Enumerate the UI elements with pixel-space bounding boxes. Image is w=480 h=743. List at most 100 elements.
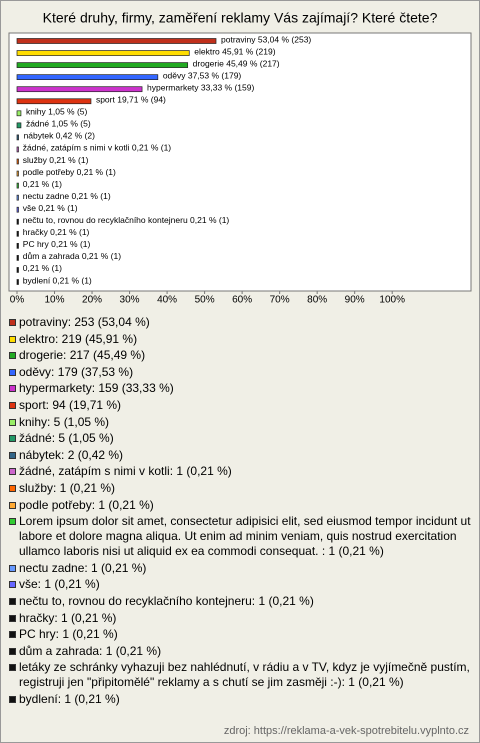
- legend: potraviny: 253 (53,04 %) elektro: 219 (45…: [9, 315, 471, 708]
- bar-label: 0,21 % (1): [23, 263, 62, 273]
- legend-label: podle potřeby: 1 (0,21 %): [19, 497, 154, 512]
- x-tick-label: 0%: [10, 295, 25, 306]
- legend-swatch: [9, 401, 16, 409]
- legend-label: hypermarkety: 159 (33,33 %): [19, 381, 174, 396]
- legend-item: hračky: 1 (0,21 %): [9, 611, 471, 626]
- legend-label: dům a zahrada: 1 (0,21 %): [19, 643, 162, 658]
- legend-swatch: [9, 564, 16, 572]
- chart: Které druhy, firmy, zaměření reklamy Vás…: [8, 10, 472, 306]
- bar-label: dům a zahrada 0,21 % (1): [23, 251, 121, 261]
- legend-item: žádné, zatápím s nimi v kotli: 1 (0,21 %…: [9, 464, 471, 479]
- legend-item: podle potřeby: 1 (0,21 %): [9, 498, 471, 513]
- legend-item: letáky ze schránky vyhazuji bez nahlédnu…: [9, 660, 471, 690]
- legend-swatch: [9, 352, 16, 360]
- legend-label: nečtu to, rovnou do recyklačního kontejn…: [19, 593, 314, 608]
- legend-label: sport: 94 (19,71 %): [19, 397, 122, 412]
- x-tick-label: 100%: [379, 295, 405, 306]
- legend-item: drogerie: 217 (45,49 %): [9, 348, 471, 363]
- bar: [16, 74, 159, 81]
- x-tick-label: 90%: [345, 295, 365, 306]
- chart-title: Které druhy, firmy, zaměření reklamy Vás…: [43, 10, 438, 26]
- legend-swatch: [9, 647, 16, 655]
- bar-label: nábytek 0,42 % (2): [24, 131, 96, 141]
- x-tick-label: 70%: [270, 295, 290, 306]
- bar-label: bydlení 0,21 % (1): [23, 275, 92, 285]
- bar: [16, 134, 19, 141]
- x-tick-label: 30%: [120, 295, 140, 306]
- bar: [16, 170, 19, 177]
- legend-label: elektro: 219 (45,91 %): [19, 331, 138, 346]
- legend-swatch: [9, 335, 16, 343]
- legend-swatch: [9, 664, 16, 672]
- bar: [16, 110, 22, 117]
- bar: [16, 86, 143, 93]
- bar-label: nectu zadne 0,21 % (1): [23, 191, 111, 201]
- bar-label: elektro 45,91 % (219): [194, 46, 275, 56]
- bar: [16, 98, 92, 105]
- legend-label: vše: 1 (0,21 %): [19, 577, 100, 592]
- bar-label: sport 19,71 % (94): [96, 95, 166, 105]
- legend-label: PC hry: 1 (0,21 %): [19, 627, 118, 642]
- legend-label: oděvy: 179 (37,53 %): [19, 364, 134, 379]
- legend-label: knihy: 5 (1,05 %): [19, 414, 110, 429]
- bar-label: služby 0,21 % (1): [23, 155, 89, 165]
- legend-swatch: [9, 518, 16, 526]
- legend-item: oděvy: 179 (37,53 %): [9, 365, 471, 380]
- legend-item: knihy: 5 (1,05 %): [9, 415, 471, 430]
- legend-label: bydlení: 1 (0,21 %): [19, 691, 120, 706]
- legend-item: služby: 1 (0,21 %): [9, 481, 471, 496]
- bar-label: PC hry 0,21 % (1): [23, 239, 91, 249]
- bar: [16, 230, 19, 237]
- legend-swatch: [9, 451, 16, 459]
- bar: [16, 146, 19, 153]
- legend-swatch: [9, 597, 16, 605]
- legend-label: žádné, zatápím s nimi v kotli: 1 (0,21 %…: [19, 464, 232, 479]
- bar-label: potraviny 53,04 % (253): [221, 34, 311, 44]
- legend-swatch: [9, 614, 16, 622]
- legend-item: PC hry: 1 (0,21 %): [9, 627, 471, 642]
- legend-swatch: [9, 319, 16, 326]
- legend-label: služby: 1 (0,21 %): [19, 480, 116, 495]
- bar-label: 0,21 % (1): [23, 179, 62, 189]
- legend-label: letáky ze schránky vyhazuji bez nahlédnu…: [19, 660, 470, 690]
- legend-item: nectu zadne: 1 (0,21 %): [9, 561, 471, 576]
- x-tick-label: 20%: [82, 295, 102, 306]
- bar: [16, 182, 19, 189]
- bar: [16, 206, 19, 213]
- bar: [16, 122, 22, 129]
- bar: [16, 62, 189, 68]
- legend-item: potraviny: 253 (53,04 %): [9, 315, 471, 330]
- legend-item: vše: 1 (0,21 %): [9, 577, 471, 592]
- bar-label: drogerie 45,49 % (217): [193, 58, 280, 68]
- legend-label: Lorem ipsum dolor sit amet, consectetur …: [19, 514, 471, 559]
- legend-label: potraviny: 253 (53,04 %): [19, 315, 150, 329]
- legend-swatch: [9, 368, 16, 376]
- legend-swatch: [9, 501, 16, 509]
- bar-label: žádné 1,05 % (5): [26, 119, 91, 129]
- bar-label: nečtu to, rovnou do recyklačního kontejn…: [23, 215, 230, 225]
- bar: [16, 38, 217, 44]
- legend-label: drogerie: 217 (45,49 %): [19, 348, 146, 363]
- bar: [16, 194, 19, 201]
- x-tick-label: 80%: [307, 295, 327, 306]
- legend-swatch: [9, 418, 16, 426]
- bar-label: hračky 0,21 % (1): [23, 227, 90, 237]
- bar: [16, 158, 19, 165]
- legend-item: nábytek: 2 (0,42 %): [9, 448, 471, 463]
- legend-item: bydlení: 1 (0,21 %): [9, 692, 471, 707]
- legend-item: dům a zahrada: 1 (0,21 %): [9, 644, 471, 659]
- bar-label: podle potřeby 0,21 % (1): [23, 167, 116, 177]
- source: zdroj: https://reklama-a-vek-spotrebitel…: [223, 725, 469, 737]
- bar-label: hypermarkety 33,33 % (159): [147, 82, 254, 92]
- x-tick-label: 40%: [157, 295, 177, 306]
- x-tick-label: 50%: [195, 295, 215, 306]
- legend-swatch: [9, 435, 16, 443]
- x-tick-label: 60%: [232, 295, 252, 306]
- bar: [16, 50, 190, 56]
- legend-label: hračky: 1 (0,21 %): [19, 610, 117, 625]
- bar-label: žádné, zatápím s nimi v kotli 0,21 % (1): [23, 143, 172, 153]
- legend-label: nábytek: 2 (0,42 %): [19, 447, 124, 462]
- legend-swatch: [9, 484, 16, 492]
- legend-item: žádné: 5 (1,05 %): [9, 431, 471, 446]
- x-tick-label: 10%: [45, 295, 65, 306]
